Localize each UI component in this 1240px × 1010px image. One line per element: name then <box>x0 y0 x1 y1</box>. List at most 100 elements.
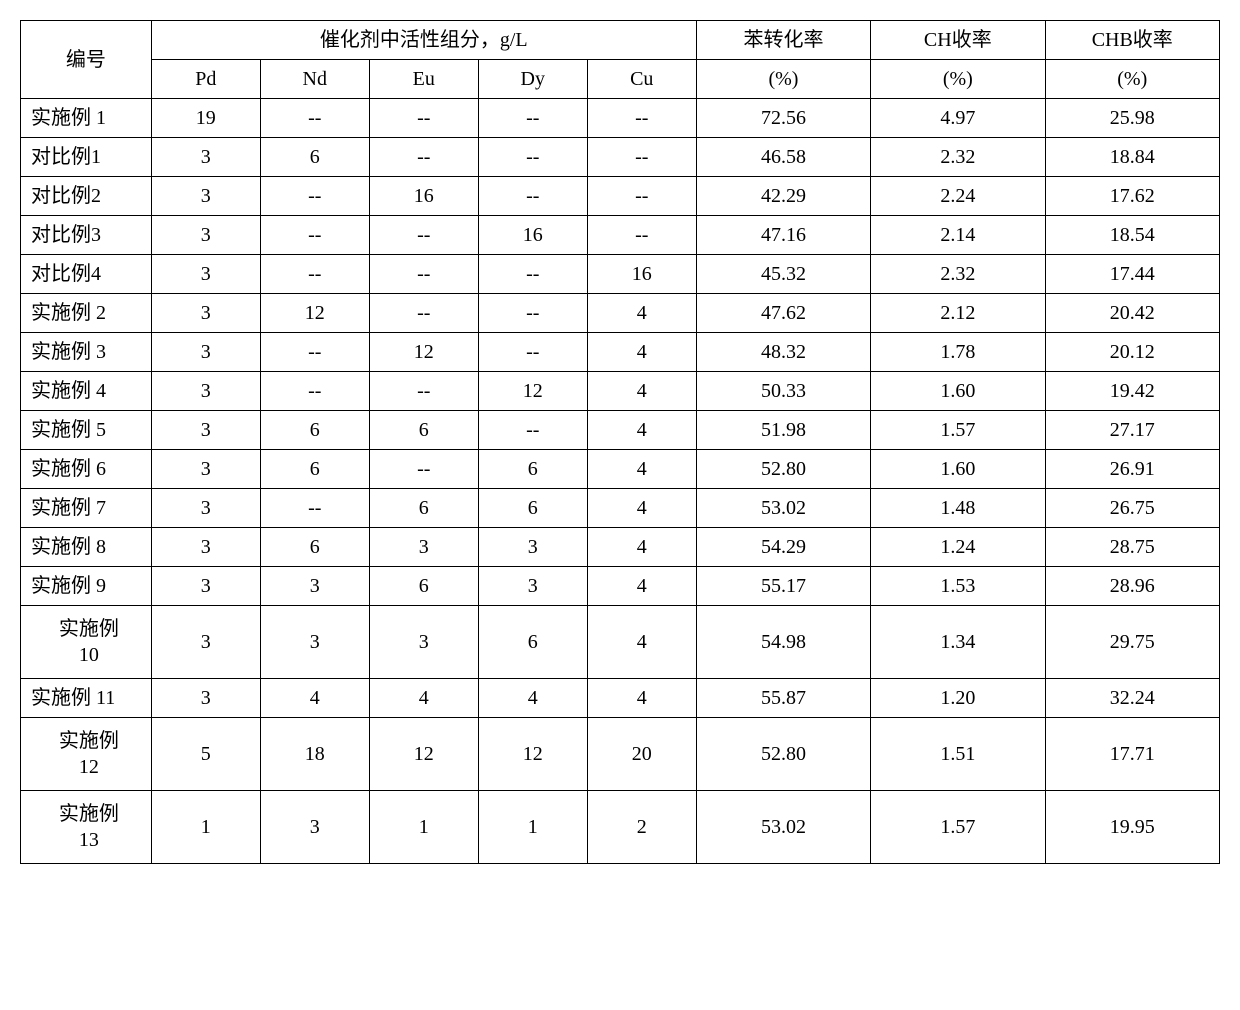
cell-benzene: 53.02 <box>696 489 870 528</box>
cell-nd: 4 <box>260 679 369 718</box>
cell-id: 实施例 7 <box>21 489 152 528</box>
cell-nd: 3 <box>260 791 369 864</box>
cell-dy: 16 <box>478 216 587 255</box>
cell-benzene: 47.16 <box>696 216 870 255</box>
cell-eu: -- <box>369 255 478 294</box>
cell-ch: 1.24 <box>871 528 1045 567</box>
table-row: 实施例 93363455.171.5328.96 <box>21 567 1220 606</box>
cell-ch: 2.24 <box>871 177 1045 216</box>
cell-chb: 28.75 <box>1045 528 1219 567</box>
cell-nd: -- <box>260 489 369 528</box>
cell-ch: 1.51 <box>871 718 1045 791</box>
cell-ch: 1.60 <box>871 372 1045 411</box>
cell-id: 对比例3 <box>21 216 152 255</box>
cell-eu: -- <box>369 294 478 333</box>
cell-benzene: 51.98 <box>696 411 870 450</box>
cell-dy: -- <box>478 294 587 333</box>
table-row: 实施例 2312----447.622.1220.42 <box>21 294 1220 333</box>
cell-dy: 12 <box>478 372 587 411</box>
cell-dy: 3 <box>478 567 587 606</box>
cell-eu: 12 <box>369 718 478 791</box>
cell-eu: 16 <box>369 177 478 216</box>
cell-ch: 1.60 <box>871 450 1045 489</box>
cell-pd: 3 <box>151 606 260 679</box>
cell-eu: 12 <box>369 333 478 372</box>
cell-nd: 12 <box>260 294 369 333</box>
cell-chb: 18.84 <box>1045 138 1219 177</box>
cell-id: 实施例13 <box>21 791 152 864</box>
cell-nd: 3 <box>260 567 369 606</box>
cell-pd: 3 <box>151 528 260 567</box>
cell-pd: 3 <box>151 333 260 372</box>
cell-dy: -- <box>478 138 587 177</box>
cell-ch: 1.48 <box>871 489 1045 528</box>
cell-ch: 4.97 <box>871 99 1045 138</box>
header-row-2: Pd Nd Eu Dy Cu (%) (%) (%) <box>21 60 1220 99</box>
catalyst-table: 编号 催化剂中活性组分，g/L 苯转化率 CH收率 CHB收率 Pd Nd Eu… <box>20 20 1220 864</box>
table-row: 实施例 43----12450.331.6019.42 <box>21 372 1220 411</box>
table-body: 实施例 119--------72.564.9725.98对比例136-----… <box>21 99 1220 864</box>
cell-pd: 3 <box>151 679 260 718</box>
cell-eu: 6 <box>369 567 478 606</box>
cell-nd: -- <box>260 372 369 411</box>
header-ch-unit: (%) <box>871 60 1045 99</box>
cell-nd: -- <box>260 333 369 372</box>
cell-benzene: 48.32 <box>696 333 870 372</box>
cell-benzene: 45.32 <box>696 255 870 294</box>
cell-benzene: 52.80 <box>696 718 870 791</box>
cell-benzene: 53.02 <box>696 791 870 864</box>
cell-cu: -- <box>587 138 696 177</box>
cell-chb: 20.42 <box>1045 294 1219 333</box>
cell-benzene: 72.56 <box>696 99 870 138</box>
cell-pd: 3 <box>151 567 260 606</box>
table-row: 实施例 5366--451.981.5727.17 <box>21 411 1220 450</box>
header-chb-yield: CHB收率 <box>1045 21 1219 60</box>
cell-id: 实施例 5 <box>21 411 152 450</box>
cell-cu: 4 <box>587 294 696 333</box>
cell-ch: 1.78 <box>871 333 1045 372</box>
cell-ch: 2.32 <box>871 255 1045 294</box>
table-row: 实施例1251812122052.801.5117.71 <box>21 718 1220 791</box>
cell-nd: -- <box>260 177 369 216</box>
cell-cu: -- <box>587 99 696 138</box>
cell-cu: 4 <box>587 528 696 567</box>
cell-nd: 18 <box>260 718 369 791</box>
cell-cu: 20 <box>587 718 696 791</box>
cell-id: 实施例 2 <box>21 294 152 333</box>
cell-cu: 2 <box>587 791 696 864</box>
cell-cu: 16 <box>587 255 696 294</box>
cell-ch: 2.12 <box>871 294 1045 333</box>
cell-nd: -- <box>260 216 369 255</box>
cell-pd: 3 <box>151 255 260 294</box>
cell-ch: 1.34 <box>871 606 1045 679</box>
cell-ch: 1.53 <box>871 567 1045 606</box>
table-row: 对比例136------46.582.3218.84 <box>21 138 1220 177</box>
cell-dy: -- <box>478 177 587 216</box>
cell-chb: 26.75 <box>1045 489 1219 528</box>
cell-eu: -- <box>369 99 478 138</box>
cell-pd: 3 <box>151 294 260 333</box>
cell-benzene: 55.17 <box>696 567 870 606</box>
cell-benzene: 54.98 <box>696 606 870 679</box>
header-pd: Pd <box>151 60 260 99</box>
header-active-components: 催化剂中活性组分，g/L <box>151 21 696 60</box>
cell-pd: 3 <box>151 372 260 411</box>
table-row: 对比例43------1645.322.3217.44 <box>21 255 1220 294</box>
cell-pd: 19 <box>151 99 260 138</box>
cell-id: 对比例2 <box>21 177 152 216</box>
cell-pd: 3 <box>151 138 260 177</box>
cell-cu: 4 <box>587 372 696 411</box>
table-row: 实施例 636--6452.801.6026.91 <box>21 450 1220 489</box>
table-row: 实施例 73--66453.021.4826.75 <box>21 489 1220 528</box>
cell-dy: 4 <box>478 679 587 718</box>
cell-pd: 3 <box>151 216 260 255</box>
cell-chb: 17.71 <box>1045 718 1219 791</box>
header-row-1: 编号 催化剂中活性组分，g/L 苯转化率 CH收率 CHB收率 <box>21 21 1220 60</box>
cell-cu: 4 <box>587 489 696 528</box>
cell-chb: 27.17 <box>1045 411 1219 450</box>
cell-dy: -- <box>478 411 587 450</box>
cell-eu: 1 <box>369 791 478 864</box>
cell-id: 实施例 11 <box>21 679 152 718</box>
cell-nd: 3 <box>260 606 369 679</box>
cell-dy: 6 <box>478 606 587 679</box>
